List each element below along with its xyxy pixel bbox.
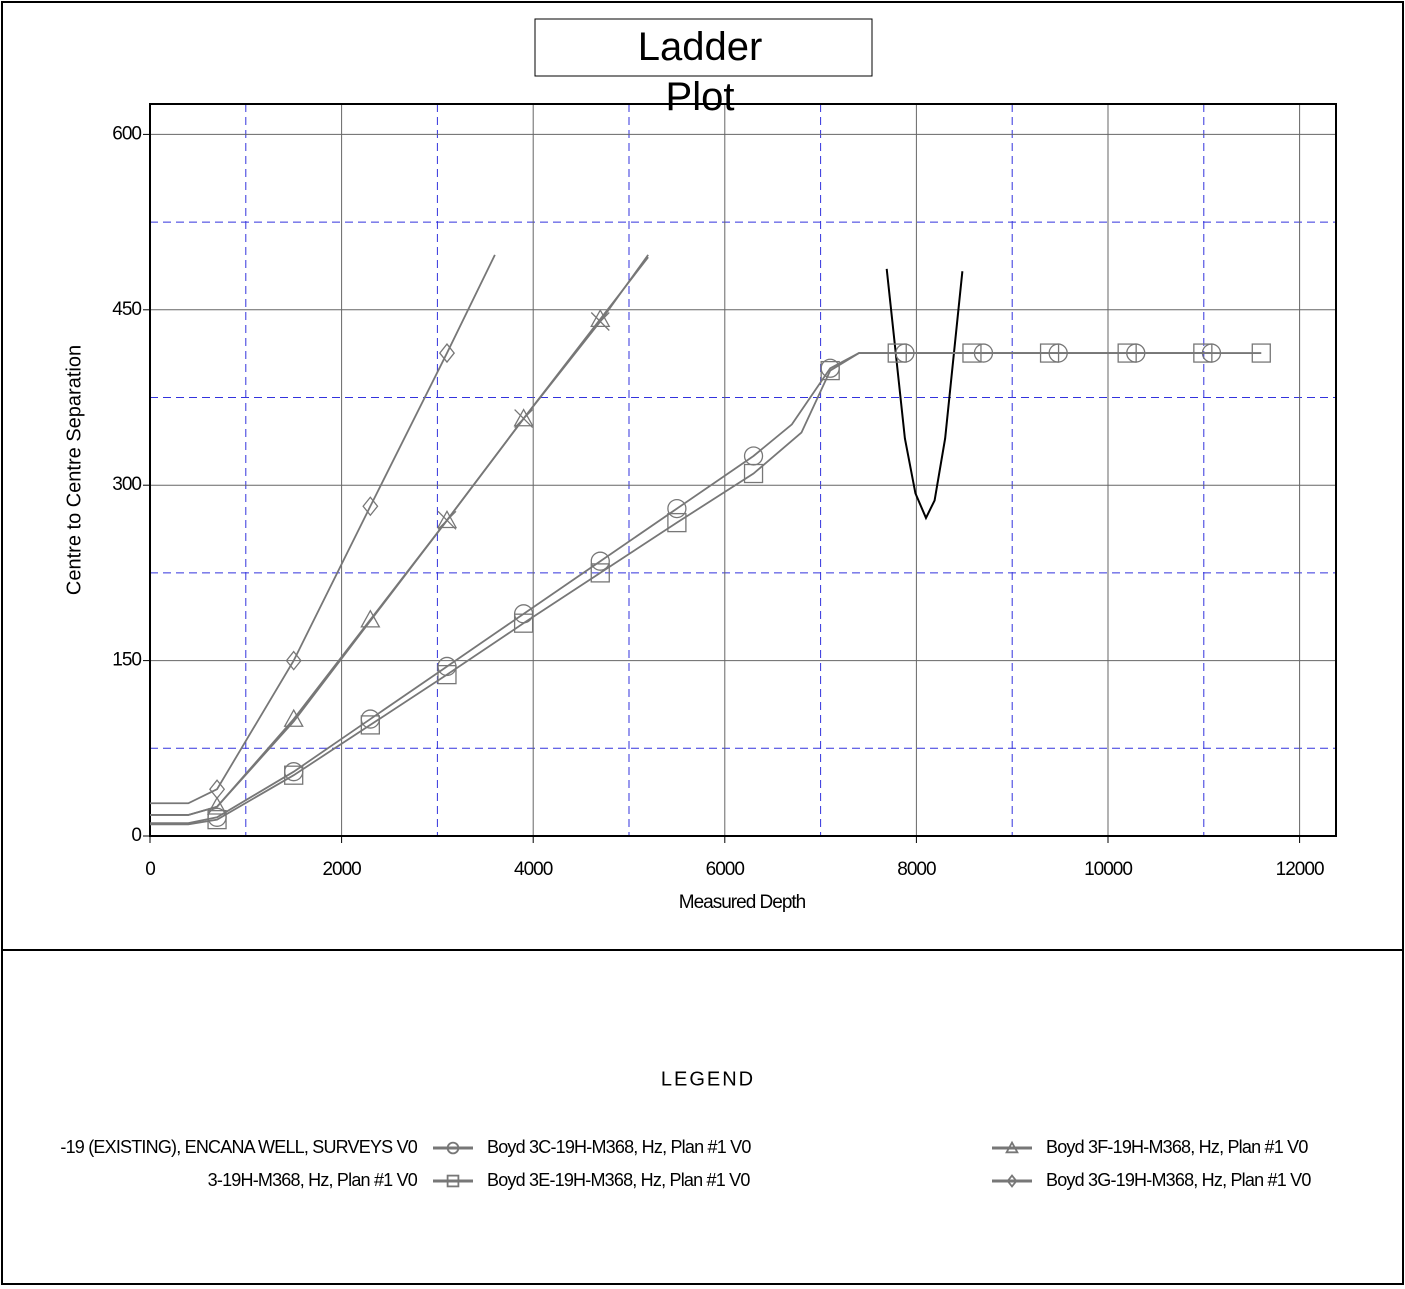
x-tick-label: 10000 bbox=[1084, 859, 1132, 880]
legend-label: Boyd 3F-19H-M368, Hz, Plan #1 V0 bbox=[1046, 1137, 1308, 1157]
x-axis-label: Measured Depth bbox=[679, 892, 806, 913]
y-tick-label: 450 bbox=[112, 299, 141, 320]
legend-marker bbox=[446, 1141, 460, 1155]
marker bbox=[743, 463, 764, 484]
marker bbox=[513, 408, 534, 427]
x-tick-label: 4000 bbox=[514, 859, 553, 880]
marker bbox=[207, 809, 227, 830]
marker bbox=[513, 613, 534, 633]
legend-label: 3-19H-M368, Hz, Plan #1 V0 bbox=[208, 1170, 418, 1190]
marker bbox=[887, 343, 907, 363]
x-tick-label: 12000 bbox=[1276, 859, 1324, 880]
marker bbox=[206, 796, 228, 815]
series-line bbox=[150, 352, 1212, 825]
marker bbox=[1193, 343, 1213, 363]
marker bbox=[1117, 343, 1137, 363]
series-line bbox=[150, 254, 496, 805]
series-line bbox=[150, 256, 649, 816]
marker bbox=[209, 779, 226, 800]
legend-label: -19 (EXISTING), ENCANA WELL, SURVEYS V0 bbox=[60, 1137, 417, 1157]
y-tick-label: 600 bbox=[112, 123, 141, 144]
y-tick-label: 150 bbox=[112, 650, 141, 671]
marker bbox=[667, 512, 687, 533]
marker bbox=[1039, 343, 1060, 363]
marker bbox=[438, 343, 456, 364]
y-tick-label: 0 bbox=[131, 825, 141, 846]
marker bbox=[437, 664, 457, 685]
legend-title: LEGEND bbox=[661, 1068, 755, 1090]
marker bbox=[1251, 343, 1271, 363]
marker bbox=[820, 360, 840, 381]
x-tick-label: 6000 bbox=[706, 859, 745, 880]
legend-label: Boyd 3G-19H-M368, Hz, Plan #1 V0 bbox=[1046, 1170, 1311, 1190]
marker bbox=[962, 343, 982, 363]
series-line bbox=[150, 254, 649, 816]
x-tick-label: 2000 bbox=[322, 859, 361, 880]
legend-marker bbox=[1005, 1140, 1019, 1154]
x-tick-label: 8000 bbox=[897, 859, 936, 880]
marker bbox=[590, 551, 610, 571]
y-tick-label: 300 bbox=[112, 474, 141, 495]
series-line bbox=[885, 268, 964, 521]
legend-label: Boyd 3C-19H-M368, Hz, Plan #1 V0 bbox=[487, 1137, 751, 1157]
marker bbox=[284, 765, 304, 785]
legend-marker bbox=[446, 1174, 460, 1188]
marker bbox=[436, 509, 458, 529]
y-axis-label: Centre to Centre Separation bbox=[63, 345, 85, 595]
marker bbox=[590, 308, 611, 328]
series-line bbox=[150, 352, 1262, 826]
title-box bbox=[534, 18, 873, 77]
legend-marker bbox=[1006, 1174, 1018, 1188]
marker bbox=[285, 650, 302, 671]
marker bbox=[360, 715, 380, 735]
x-tick-label: 0 bbox=[145, 859, 155, 880]
marker bbox=[667, 498, 687, 519]
legend-label: Boyd 3E-19H-M368, Hz, Plan #1 V0 bbox=[487, 1170, 750, 1190]
marker bbox=[283, 708, 304, 727]
chart-title: Ladder Plot bbox=[637, 25, 763, 119]
marker bbox=[362, 496, 379, 517]
marker bbox=[590, 563, 610, 583]
marker bbox=[360, 609, 381, 628]
plot-frame bbox=[149, 103, 1337, 837]
